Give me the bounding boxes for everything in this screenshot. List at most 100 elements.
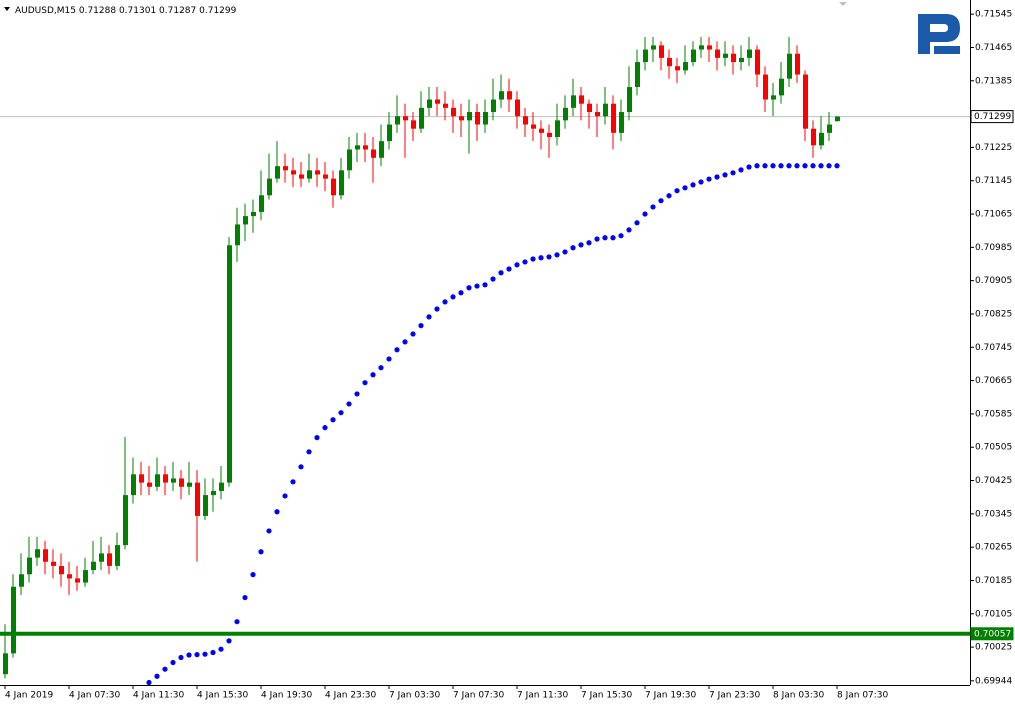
candle-body [211,490,216,496]
high-price: 0.71301 [119,6,156,16]
indicator-dot [370,372,376,378]
candle-body [395,116,400,125]
price-box-label: 0.71299 [974,112,1011,122]
candle-body [811,128,816,146]
y-tick-label: 0.70665 [975,376,1012,386]
y-tick-label: 0.71065 [975,210,1012,220]
candle-body [259,195,264,212]
candle-body [115,545,120,566]
y-tick-label: 0.70425 [975,476,1012,486]
x-tick-label: 4 Jan 07:30 [69,691,121,701]
indicator-dot [490,276,496,282]
candle-body [819,132,824,146]
candle-body [555,120,560,137]
candle-body [371,149,376,158]
indicator-dot [378,365,384,371]
price-box-label: 0.70057 [974,629,1011,639]
candle-body [563,107,568,121]
candle-body [43,549,48,562]
candle-body [51,561,56,566]
indicator-dot [282,493,288,499]
y-tick-label: 0.70345 [975,509,1012,519]
candle-body [659,45,664,58]
indicator-dot [674,188,680,194]
y-tick-label: 0.71385 [975,76,1012,86]
candle-body [203,495,208,516]
y-tick-label: 0.71545 [975,10,1012,20]
candle-body [283,166,288,171]
indicator-dot [170,659,176,666]
candle-body [411,120,416,129]
candle-body [531,124,536,129]
x-tick-label: 7 Jan 15:30 [581,691,633,701]
indicator-dot [258,549,264,555]
menu-arrow[interactable] [4,7,10,11]
candle-body [643,49,648,63]
indicator-dot [498,270,504,276]
indicator-dot [178,654,184,661]
indicator-dot [274,509,280,515]
y-tick-label: 0.70505 [975,443,1012,453]
indicator-dot [290,479,296,485]
candle-body [467,112,472,121]
candle-body [771,95,776,100]
indicator-dot [538,255,544,261]
indicator-dot [786,163,792,169]
candle-body [155,474,160,487]
indicator-dot [434,306,440,312]
candle-body [715,49,720,58]
candle-body [731,53,736,63]
indicator-dot [338,410,344,416]
indicator-dot [818,163,824,169]
indicator-dot [506,266,512,272]
candle-body [59,565,64,575]
candle-body [227,245,232,483]
candle-body [387,124,392,142]
candle-body [499,91,504,100]
low-price: 0.71287 [159,6,196,16]
indicator-dot [410,331,416,337]
candle-body [595,112,600,117]
indicator-dot [690,182,696,188]
candle-body [275,166,280,179]
price-box [970,627,1014,641]
candle-body [3,653,8,675]
candle-body [547,132,552,137]
indicator-dot [658,198,664,204]
candle-body [307,170,312,179]
indicator-dot [626,227,632,233]
indicator-dot [474,283,480,289]
indicator-dot [834,163,840,169]
indicator-dot [298,464,304,470]
indicator-dot [594,236,600,242]
indicator-dot [514,262,520,268]
indicator-dot [266,528,272,534]
candle-body [683,62,688,71]
candle-body [603,103,608,117]
indicator-dot [322,425,328,431]
candle-body [267,178,272,196]
candle-body [691,49,696,63]
open-price: 0.71288 [79,6,116,16]
indicator-dot [762,163,768,169]
indicator-dot [362,380,368,386]
indicator-dot [194,652,200,658]
candle-body [651,45,656,50]
indicator-dot [242,594,248,601]
candle-body [195,482,200,516]
candle-body [123,495,128,546]
candle-body [483,112,488,125]
candle-body [187,482,192,487]
indicator-dot [442,299,448,305]
candle-body [347,149,352,171]
candle-body [75,578,80,583]
logo [918,14,960,54]
y-tick-label: 0.70745 [975,343,1012,353]
candle-body [35,549,40,558]
candle-body [179,478,184,487]
indicator-dot [466,285,472,291]
indicator-dot [146,679,152,686]
indicator-dot [226,638,232,644]
indicator-dot [642,211,648,217]
candle-body [251,211,256,217]
